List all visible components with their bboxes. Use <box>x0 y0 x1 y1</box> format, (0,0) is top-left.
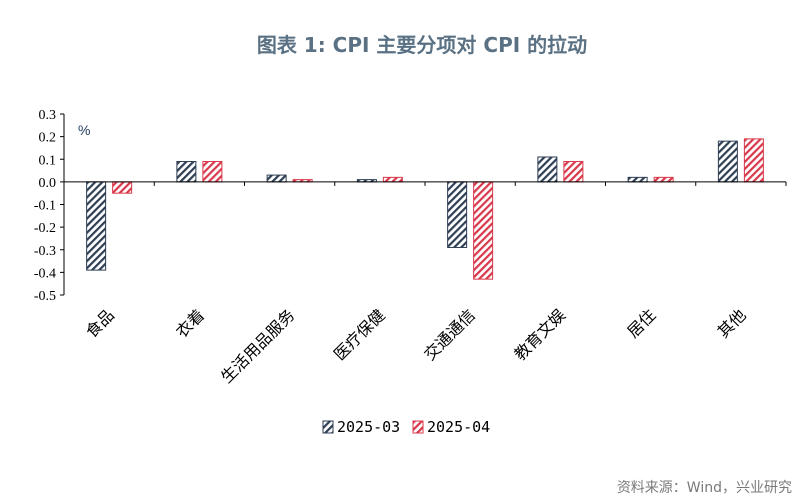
bars <box>86 138 764 280</box>
legend-swatch-2025-03 <box>322 420 334 434</box>
bar-2025-04-居住 <box>653 176 674 183</box>
bar-2025-03-生活用品服务 <box>266 174 287 183</box>
category-label: 医疗保健 <box>330 305 389 364</box>
bar-2025-04-衣着 <box>202 161 223 183</box>
legend-label-2025-04: 2025-04 <box>427 418 490 436</box>
bar-2025-03-其他 <box>717 140 738 183</box>
legend-swatch-2025-04 <box>412 420 424 434</box>
bar-2025-03-居住 <box>627 176 648 183</box>
y-axis: 0.3 0.2 0.1 0.0 -0.1 -0.2 -0.3 -0.4 -0.5 <box>34 108 65 304</box>
legend-label-2025-03: 2025-03 <box>337 418 400 436</box>
y-tick-label: 0.1 <box>39 153 57 168</box>
category-label: 居住 <box>623 305 659 341</box>
bar-2025-04-交通通信 <box>473 181 494 280</box>
bar-2025-04-医疗保健 <box>382 176 403 183</box>
chart-title: 图表 1: CPI 主要分项对 CPI 的拉动 <box>257 33 587 57</box>
y-tick-label: 0.2 <box>39 131 57 146</box>
x-axis <box>63 181 787 186</box>
y-tick-label: -0.1 <box>34 199 56 214</box>
category-labels: 食品 衣着 生活用品服务 医疗保健 交通通信 教育文娱 居住 其他 <box>82 305 750 386</box>
bar-2025-03-教育文娱 <box>537 156 558 183</box>
y-tick-label: 0.3 <box>39 108 57 123</box>
y-unit-label: % <box>78 122 90 138</box>
y-tick-label: -0.4 <box>34 266 56 281</box>
legend: 2025-03 2025-04 <box>322 418 490 436</box>
category-label: 生活用品服务 <box>217 305 298 386</box>
category-label: 交通通信 <box>420 305 479 364</box>
category-label: 衣着 <box>172 305 208 341</box>
y-tick-label: -0.5 <box>34 289 56 304</box>
bar-2025-03-食品 <box>86 181 107 271</box>
source-note: 资料来源：Wind，兴业研究 <box>617 480 792 496</box>
y-tick-label: -0.3 <box>34 244 56 259</box>
category-label: 其他 <box>714 305 750 341</box>
y-tick-label: -0.2 <box>34 221 56 236</box>
bar-2025-04-食品 <box>112 181 133 194</box>
bar-2025-04-教育文娱 <box>563 161 584 183</box>
bar-2025-04-其他 <box>743 138 764 183</box>
category-label: 食品 <box>82 305 118 341</box>
y-tick-label: 0.0 <box>39 176 57 191</box>
bar-2025-03-衣着 <box>176 161 197 183</box>
category-label: 教育文娱 <box>511 305 570 364</box>
bar-2025-03-交通通信 <box>447 181 468 248</box>
